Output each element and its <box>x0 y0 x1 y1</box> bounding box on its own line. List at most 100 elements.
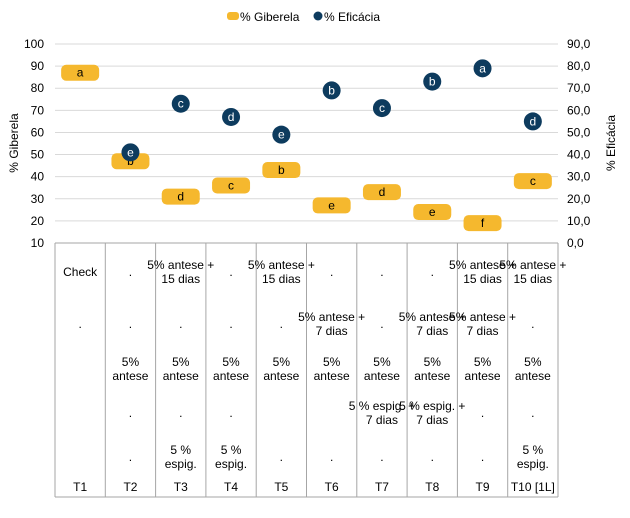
table-cell: 5% antese <box>163 355 199 383</box>
y2-tick-label: 20,0 <box>567 192 591 206</box>
eficacia-marker <box>322 81 341 100</box>
eficacia-marker <box>372 99 391 118</box>
eficacia-data-label: b <box>429 75 436 89</box>
category-label: T10 [1L] <box>511 480 555 494</box>
eficacia-data-label: b <box>328 83 335 97</box>
table-cell: 5 % espig. +7 dias <box>399 399 465 427</box>
table-cell: 5 % espig. <box>165 443 197 471</box>
eficacia-data-label: c <box>178 97 184 111</box>
category-label: T1 <box>73 480 87 494</box>
grid <box>55 43 558 244</box>
table-cell: . <box>531 317 534 331</box>
giberela-marker <box>61 64 100 81</box>
table-cell: Check <box>63 265 98 279</box>
table-cell: 5% antese +15 dias <box>147 258 214 286</box>
table-cell: 5% antese <box>364 355 400 383</box>
table-cell: . <box>380 265 383 279</box>
table-cell: 5% antese +15 dias <box>248 258 315 286</box>
legend-swatch-eficacia <box>313 11 323 21</box>
giberela-data-label: f <box>481 216 485 230</box>
table-cell: 5% antese +15 dias <box>449 258 516 286</box>
y2-tick-label: 40,0 <box>567 148 591 162</box>
eficacia-marker <box>121 143 140 162</box>
legend: % Giberela % Eficácia <box>227 10 380 24</box>
table-cell: 5% antese <box>414 355 450 383</box>
table-cell: . <box>129 406 132 420</box>
legend-label-eficacia: % Eficácia <box>324 10 380 24</box>
giberela-marker <box>463 215 502 232</box>
giberela-data-label: b <box>278 163 285 177</box>
y2-tick-label: 0,0 <box>567 236 584 250</box>
table-cell: 5% antese <box>213 355 249 383</box>
y-tick-label: 40 <box>31 170 45 184</box>
category-label: T5 <box>274 480 288 494</box>
y-tick-label: 100 <box>24 37 44 51</box>
y-tick-label: 90 <box>31 59 45 73</box>
giberela-data-label: e <box>429 205 436 219</box>
y2-tick-label: 60,0 <box>567 103 591 117</box>
eficacia-data-label: e <box>278 128 285 142</box>
y-axis-label: % Giberela <box>7 113 21 173</box>
y-tick-label: 80 <box>31 81 45 95</box>
giberela-data-label: c <box>530 174 536 188</box>
table-cell: . <box>531 406 534 420</box>
table-cell: . <box>380 317 383 331</box>
eficacia-marker <box>222 107 241 126</box>
category-label: T3 <box>174 480 188 494</box>
giberela-data-label: a <box>77 66 84 80</box>
y-tick-label: 60 <box>31 125 45 139</box>
y-tick-label: 70 <box>31 103 45 117</box>
eficacia-data-label: a <box>479 61 486 75</box>
table-cell: 5% antese <box>314 355 350 383</box>
giberela-marker <box>513 173 552 190</box>
giberela-marker <box>161 188 200 205</box>
table-cell: . <box>330 265 333 279</box>
series-eficacia: e c d e b c b a d <box>121 59 542 162</box>
series-giberela: a b d c b e d e f c <box>61 64 552 232</box>
table-cell: 5% antese +7 dias <box>449 310 516 338</box>
table-cell: 5% antese <box>515 355 551 383</box>
category-label: T6 <box>325 480 339 494</box>
legend-swatch-giberela <box>227 12 239 20</box>
eficacia-marker <box>423 72 442 91</box>
giberela-marker <box>212 177 251 194</box>
y2-axis-label: % Eficácia <box>604 115 618 171</box>
table-cell: . <box>380 450 383 464</box>
eficacia-data-label: d <box>530 114 537 128</box>
table-cell: . <box>179 406 182 420</box>
y2-tick-label: 50,0 <box>567 125 591 139</box>
eficacia-marker <box>272 125 291 144</box>
table-cell: . <box>229 406 232 420</box>
table-cell: . <box>431 265 434 279</box>
y2-tick-label: 30,0 <box>567 170 591 184</box>
y2-tick-label: 70,0 <box>567 81 591 95</box>
table-cell: 5% antese +7 dias <box>399 310 466 338</box>
eficacia-marker <box>171 94 190 113</box>
table-cell: . <box>330 450 333 464</box>
table-cell: . <box>129 265 132 279</box>
legend-label-giberela: % Giberela <box>240 10 300 24</box>
table-cell: . <box>481 450 484 464</box>
giberela-data-label: d <box>177 190 184 204</box>
category-label: T4 <box>224 480 238 494</box>
category-table: Check. 5% antese +15 dias. 5% antese +15 d… <box>54 243 566 498</box>
left-axis: 10 20 30 40 50 60 70 80 90 100 <box>24 37 44 250</box>
y-tick-label: 10 <box>31 236 45 250</box>
eficacia-marker <box>523 112 542 131</box>
table-cell: 5% antese +7 dias <box>298 310 365 338</box>
table-cell: . <box>129 317 132 331</box>
y2-tick-label: 90,0 <box>567 37 591 51</box>
table-cell: . <box>280 317 283 331</box>
table-cell: . <box>179 317 182 331</box>
y-tick-label: 30 <box>31 192 45 206</box>
table-cell: 5% antese +15 dias <box>499 258 566 286</box>
y-tick-label: 20 <box>31 214 45 228</box>
category-label: T9 <box>476 480 490 494</box>
table-cell: . <box>78 317 81 331</box>
giberela-data-label: e <box>328 198 335 212</box>
table-cell: . <box>229 317 232 331</box>
eficacia-data-label: c <box>379 101 385 115</box>
table-cell: 5 % espig. <box>517 443 549 471</box>
table-cell: 5 % espig. <box>215 443 247 471</box>
